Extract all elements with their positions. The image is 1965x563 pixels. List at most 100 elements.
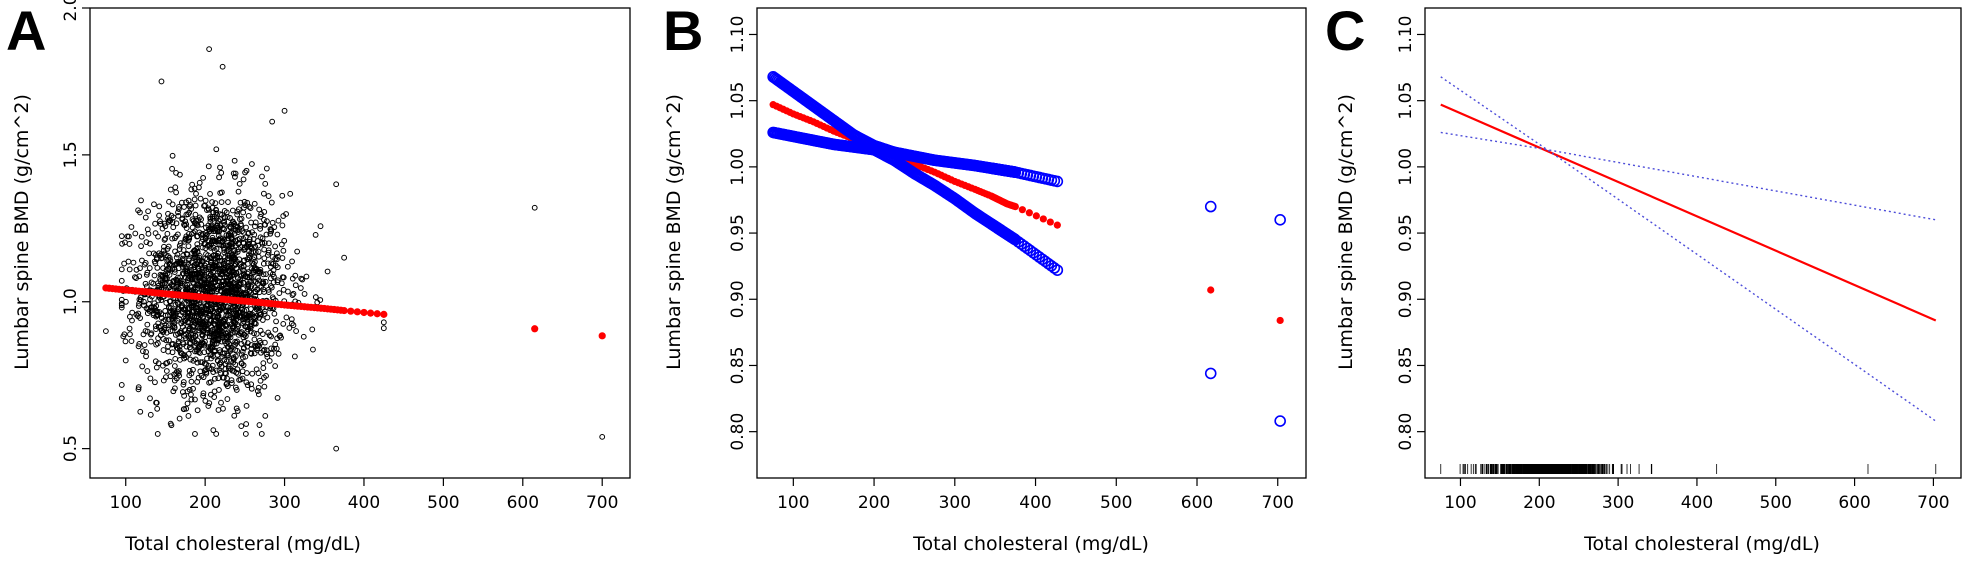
panel-a-observed-point: [276, 290, 283, 297]
panel-a-observed-point: [167, 186, 174, 193]
panel-c-y-tick-label: 0.80: [1396, 413, 1416, 451]
panel-a-observed-point: [206, 264, 212, 270]
panel-a-observed-point: [261, 339, 268, 346]
panel-a-observed-point: [181, 406, 188, 412]
panel-a-observed-point: [216, 319, 223, 326]
panel-a-observed-point: [257, 377, 264, 384]
panel-a-observed-point: [181, 392, 188, 399]
panel-a-observed-point: [238, 273, 245, 279]
panel-a-observed-point: [183, 211, 190, 218]
panel-a-observed-point: [380, 319, 387, 326]
panel-a-observed-point: [161, 220, 168, 227]
panel-a-x-tick-label: 200: [189, 493, 221, 513]
panel-a-observed-point: [152, 379, 158, 386]
panel-a-observed-point: [599, 433, 606, 440]
panel-a-observed-point: [175, 206, 182, 213]
panel-a-observed-point: [291, 353, 298, 360]
panel-a-observed-point: [229, 367, 236, 374]
panel-a-observed-point: [256, 309, 263, 316]
panel-a-observed-point: [165, 243, 172, 250]
panel-a-observed-point: [118, 266, 125, 273]
panel-a-observed-point: [251, 343, 258, 349]
panel-a-observed-point: [198, 221, 205, 228]
panel-a-observed-point: [300, 333, 307, 340]
panel-a-observed-point: [166, 271, 173, 278]
panel-a-observed-point: [177, 280, 184, 287]
panel-a-observed-point: [176, 415, 183, 422]
panel-a-observed-point: [177, 312, 184, 319]
panel-b-fitted-point: [1025, 209, 1033, 217]
panel-a-observed-point: [243, 379, 250, 386]
panel-a-observed-point: [269, 271, 276, 278]
panel-b-fitted-point: [1046, 218, 1054, 226]
panel-a-observed-point: [172, 355, 179, 362]
panel-a-observed-point: [261, 255, 268, 262]
panel-a-fitted-point: [360, 308, 368, 317]
panel-a-observed-point: [233, 405, 240, 412]
panel-a-observed-point: [252, 223, 258, 230]
panel-b-x-tick-label: 500: [1100, 493, 1132, 513]
panel-a-observed-point: [247, 328, 254, 335]
panel-a-observed-point: [202, 366, 209, 373]
panel-a-observed-point: [194, 378, 201, 385]
panel-a-observed-point: [192, 250, 199, 257]
panel-a-fitted-point: [531, 325, 539, 333]
panel-a-observed-point: [253, 330, 260, 337]
panel-a-observed-point: [258, 431, 265, 437]
panel-a-observed-point: [279, 222, 286, 229]
panel-b-lower-ci-point: [1048, 262, 1061, 274]
panel-a-observed-point: [192, 247, 199, 254]
panel-c-y-tick-label: 0.95: [1396, 214, 1416, 252]
panel-a-observed-point: [139, 363, 146, 370]
panel-a-observed-point: [271, 310, 278, 317]
panel-a-observed-point: [222, 366, 229, 372]
panel-a-observed-point: [234, 325, 241, 332]
panel-a-observed-point: [197, 195, 204, 202]
panel-a-observed-point: [289, 292, 296, 298]
panel-a-observed-point: [268, 350, 275, 357]
panel-a-observed-point: [153, 399, 159, 406]
panel-a-observed-point: [235, 206, 242, 213]
panel-a-observed-point: [267, 264, 274, 270]
panel-a-observed-point: [209, 199, 216, 205]
panel-a-observed-point: [238, 215, 245, 222]
panel-a-observed-point: [255, 242, 262, 249]
panel-a-observed-point: [192, 319, 199, 326]
panel-a-observed-point: [158, 311, 165, 318]
panel-a-observed-point: [179, 270, 186, 277]
panel-a-observed-point: [137, 294, 144, 301]
panel-b-fitted-point: [1011, 202, 1019, 211]
panel-a-observed-point: [226, 308, 233, 315]
panel-a-observed-point: [176, 242, 183, 249]
panel-a-observed-point: [187, 346, 194, 353]
panel-a-observed-point: [231, 220, 238, 227]
panel-a-observed-point: [158, 255, 165, 262]
panel-a-observed-point: [132, 230, 139, 237]
panel-a-observed-point: [234, 408, 241, 414]
panel-a-observed-point: [179, 323, 186, 330]
panel-a-observed-point: [147, 395, 153, 402]
panel-a-observed-point: [211, 301, 217, 308]
panel-letter-a: A: [6, 0, 46, 62]
panel-a-observed-point: [155, 233, 161, 240]
panel-a-observed-point: [220, 242, 227, 248]
panel-a-observed-point: [261, 383, 268, 390]
panel-a-observed-point: [152, 358, 159, 365]
panel-a-observed-point: [240, 334, 247, 341]
panel-a-observed-point: [178, 199, 185, 206]
panel-a-observed-point: [235, 240, 242, 247]
panel-a-observed-point: [236, 309, 243, 315]
panel-a-observed-point: [199, 244, 206, 251]
panel-a-observed-point: [214, 314, 220, 321]
panel-a-observed-point: [242, 291, 249, 298]
panel-a-observed-point: [144, 328, 151, 335]
panel-a-observed-point: [154, 340, 161, 347]
panel-c-lower-ci-line: [1440, 76, 1937, 422]
panel-a-observed-point: [197, 310, 204, 316]
panel-a-observed-point: [147, 296, 153, 303]
panel-a-observed-point: [284, 263, 291, 270]
panel-a-observed-point: [169, 266, 176, 272]
panel-a-observed-point: [257, 213, 264, 220]
panel-a-observed-point: [228, 283, 235, 290]
panel-a-observed-point: [198, 303, 204, 310]
